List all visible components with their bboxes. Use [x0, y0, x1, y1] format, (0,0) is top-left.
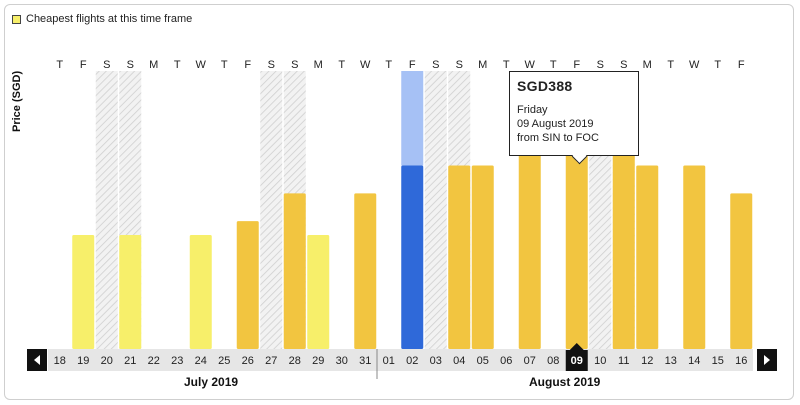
- weekend-column: [260, 71, 283, 349]
- weekday-label: F: [738, 59, 745, 71]
- tooltip-date: 09 August 2019: [517, 118, 594, 130]
- date-tick-label[interactable]: 18: [54, 355, 66, 367]
- weekday-label: S: [620, 59, 627, 71]
- weekday-label: T: [221, 59, 228, 71]
- weekday-label: W: [360, 59, 371, 71]
- date-tick-label[interactable]: 25: [218, 355, 230, 367]
- bar[interactable]: [730, 193, 753, 349]
- tooltip-route: from SIN to FOC: [517, 132, 599, 144]
- bar[interactable]: [636, 165, 659, 349]
- weekday-label: F: [244, 59, 251, 71]
- date-tick-label[interactable]: 27: [265, 355, 277, 367]
- bar-selected[interactable]: [401, 165, 424, 349]
- date-tick-label[interactable]: 01: [383, 355, 395, 367]
- bar-cheapest[interactable]: [307, 235, 330, 349]
- date-selected-marker: [565, 350, 588, 371]
- date-tick-label[interactable]: 02: [406, 355, 418, 367]
- weekend-column: [95, 71, 118, 349]
- weekday-label: T: [385, 59, 392, 71]
- weekday-label: S: [456, 59, 463, 71]
- date-tick-label[interactable]: 13: [665, 355, 677, 367]
- date-selected-pointer: [569, 343, 584, 350]
- weekday-label: M: [149, 59, 158, 71]
- weekday-label: W: [196, 59, 207, 71]
- weekday-label: S: [432, 59, 439, 71]
- prev-week-button[interactable]: [27, 349, 47, 371]
- bar[interactable]: [283, 193, 306, 349]
- date-tick-label[interactable]: 24: [195, 355, 207, 367]
- weekday-label: M: [643, 59, 652, 71]
- bar[interactable]: [565, 112, 588, 349]
- weekday-label: S: [127, 59, 134, 71]
- date-tick-label[interactable]: 09: [571, 355, 583, 367]
- legend: Cheapest flights at this time frame: [12, 12, 192, 26]
- date-tick-label[interactable]: 06: [500, 355, 512, 367]
- bar[interactable]: [518, 143, 541, 349]
- next-week-button[interactable]: [757, 349, 777, 371]
- bar-cheapest[interactable]: [72, 235, 95, 349]
- price-tooltip: SGD388 Friday 09 August 2019 from SIN to…: [509, 71, 639, 165]
- weekday-label: W: [525, 59, 536, 71]
- bar-selected-upper[interactable]: [401, 71, 424, 166]
- weekday-label: S: [103, 59, 110, 71]
- date-tick-label[interactable]: 31: [359, 355, 371, 367]
- date-tick-label[interactable]: 28: [289, 355, 301, 367]
- date-tick-label[interactable]: 12: [641, 355, 653, 367]
- legend-swatch: [12, 14, 21, 24]
- date-tick-label[interactable]: 14: [688, 355, 700, 367]
- date-tick-label[interactable]: 26: [242, 355, 254, 367]
- date-tick-label[interactable]: 23: [171, 355, 183, 367]
- bar[interactable]: [448, 165, 471, 349]
- bar[interactable]: [612, 112, 635, 349]
- date-tick-label[interactable]: 08: [547, 355, 559, 367]
- date-tick-label[interactable]: 11: [618, 355, 629, 367]
- weekday-label: T: [550, 59, 557, 71]
- bar[interactable]: [471, 165, 494, 349]
- weekday-label: T: [174, 59, 181, 71]
- weekday-label: F: [409, 59, 416, 71]
- weekday-label: S: [268, 59, 275, 71]
- chevron-left-icon: [34, 355, 40, 365]
- bar-cheapest[interactable]: [189, 235, 212, 349]
- date-tick-label[interactable]: 22: [148, 355, 160, 367]
- date-tick-label[interactable]: 20: [101, 355, 113, 367]
- date-tick-label[interactable]: 10: [594, 355, 606, 367]
- date-tick-label[interactable]: 15: [712, 355, 724, 367]
- bar-cheapest[interactable]: [119, 235, 142, 349]
- month-label-july: July 2019: [184, 375, 239, 389]
- tooltip-price: SGD388: [517, 78, 573, 94]
- weekday-label: F: [573, 59, 580, 71]
- date-tick-label[interactable]: 21: [124, 355, 136, 367]
- bar[interactable]: [354, 193, 377, 349]
- date-tick-label[interactable]: 05: [477, 355, 489, 367]
- weekday-label: S: [291, 59, 298, 71]
- weekday-label: M: [314, 59, 323, 71]
- month-label-august: August 2019: [529, 375, 601, 389]
- tooltip-day: Friday: [517, 104, 548, 116]
- date-tick-label[interactable]: 29: [312, 355, 324, 367]
- weekday-label: F: [80, 59, 87, 71]
- weekday-label: M: [478, 59, 487, 71]
- date-tick-label[interactable]: 16: [735, 355, 747, 367]
- date-tick-label[interactable]: 03: [430, 355, 442, 367]
- weekday-label: S: [597, 59, 604, 71]
- weekday-label: T: [714, 59, 721, 71]
- legend-label: Cheapest flights at this time frame: [26, 13, 193, 25]
- date-tick-label[interactable]: 04: [453, 355, 465, 367]
- date-tick-label[interactable]: 30: [336, 355, 348, 367]
- date-tick-label[interactable]: 19: [77, 355, 89, 367]
- weekend-column: [424, 71, 447, 349]
- chevron-right-icon: [764, 355, 770, 365]
- bar[interactable]: [236, 221, 259, 349]
- weekday-label: T: [667, 59, 674, 71]
- date-tick-label[interactable]: 07: [524, 355, 536, 367]
- weekday-label: T: [56, 59, 63, 71]
- weekday-label: W: [689, 59, 700, 71]
- weekday-label: T: [338, 59, 345, 71]
- bar[interactable]: [683, 165, 706, 349]
- weekday-label: T: [503, 59, 510, 71]
